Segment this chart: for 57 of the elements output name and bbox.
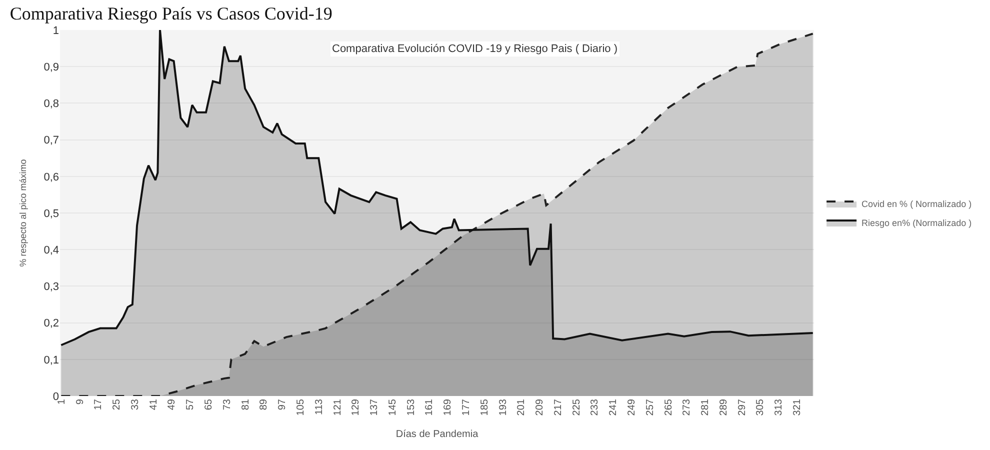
x-axis-title: Días de Pandemia <box>396 429 479 440</box>
x-tick-label: 321 <box>792 398 804 416</box>
x-tick-label: 265 <box>663 398 674 416</box>
y-tick-label: 0,7 <box>44 134 59 147</box>
x-tick-label: 153 <box>406 398 417 416</box>
x-tick-label: 273 <box>682 398 693 416</box>
x-tick-label: 25 <box>112 398 123 410</box>
x-tick-label: 89 <box>258 398 270 410</box>
x-tick-label: 129 <box>350 398 362 416</box>
x-tick-label: 41 <box>148 398 160 410</box>
y-tick-label: 1 <box>52 24 59 37</box>
y-tick-label: 0 <box>52 390 59 403</box>
x-tick-label: 145 <box>387 398 398 416</box>
x-tick-label: 49 <box>166 398 178 410</box>
y-axis-title: % respecto al pico máximo <box>18 159 28 267</box>
x-tick-label: 201 <box>516 398 528 416</box>
x-tick-label: 73 <box>222 398 233 410</box>
x-tick-label: 257 <box>644 398 656 416</box>
x-tick-label: 249 <box>626 398 638 416</box>
x-tick-label: 121 <box>332 398 344 416</box>
x-tick-label: 65 <box>204 398 215 410</box>
text: Comparativa Evolución COVID -19 y Riesgo Pais ( Diario ) <box>332 43 618 55</box>
x-tick-label: 161 <box>424 398 436 416</box>
y-tick-label: 0,4 <box>44 244 59 256</box>
y-tick-label: 0,3 <box>44 281 59 294</box>
y-tick-label: 0,8 <box>44 98 59 110</box>
x-tick-label: 193 <box>498 398 509 416</box>
y-tick-label: 0,2 <box>44 318 59 330</box>
y-tick-label: 0,9 <box>44 61 59 74</box>
x-tick-label: 169 <box>442 398 454 416</box>
y-tick-label: 0,5 <box>44 208 59 220</box>
legend-label: Riesgo en% (Normalizado ) <box>862 218 972 228</box>
x-tick-label: 209 <box>534 398 546 416</box>
x-tick-label: 137 <box>369 398 380 416</box>
x-tick-label: 289 <box>718 398 730 416</box>
x-tick-label: 225 <box>571 398 582 416</box>
x-tick-label: 97 <box>277 398 288 410</box>
x-tick-label: 33 <box>130 398 141 410</box>
x-tick-label: 57 <box>185 398 196 410</box>
y-tick-label: 0,1 <box>44 354 59 366</box>
x-tick-label: 9 <box>74 398 86 405</box>
x-tick-label: 185 <box>479 398 490 416</box>
x-tick-label: 105 <box>295 398 306 416</box>
x-tick-label: 313 <box>774 398 785 416</box>
x-tick-label: 17 <box>93 398 104 410</box>
x-tick-label: 241 <box>608 398 620 416</box>
y-tick-label: 0,6 <box>44 171 59 184</box>
x-tick-label: 233 <box>590 398 601 416</box>
x-tick-label: 113 <box>314 398 325 415</box>
chart-title: Comparativa Riesgo País vs Casos Covid-19 <box>10 3 332 24</box>
x-tick-label: 281 <box>700 398 712 416</box>
x-tick-label: 217 <box>552 398 564 416</box>
legend-label: Covid en % ( Normalizado ) <box>862 199 972 210</box>
x-tick-label: 177 <box>460 398 472 416</box>
x-tick-label: 305 <box>755 398 766 416</box>
x-tick-label: 81 <box>240 398 252 410</box>
x-tick-label: 297 <box>736 398 748 416</box>
